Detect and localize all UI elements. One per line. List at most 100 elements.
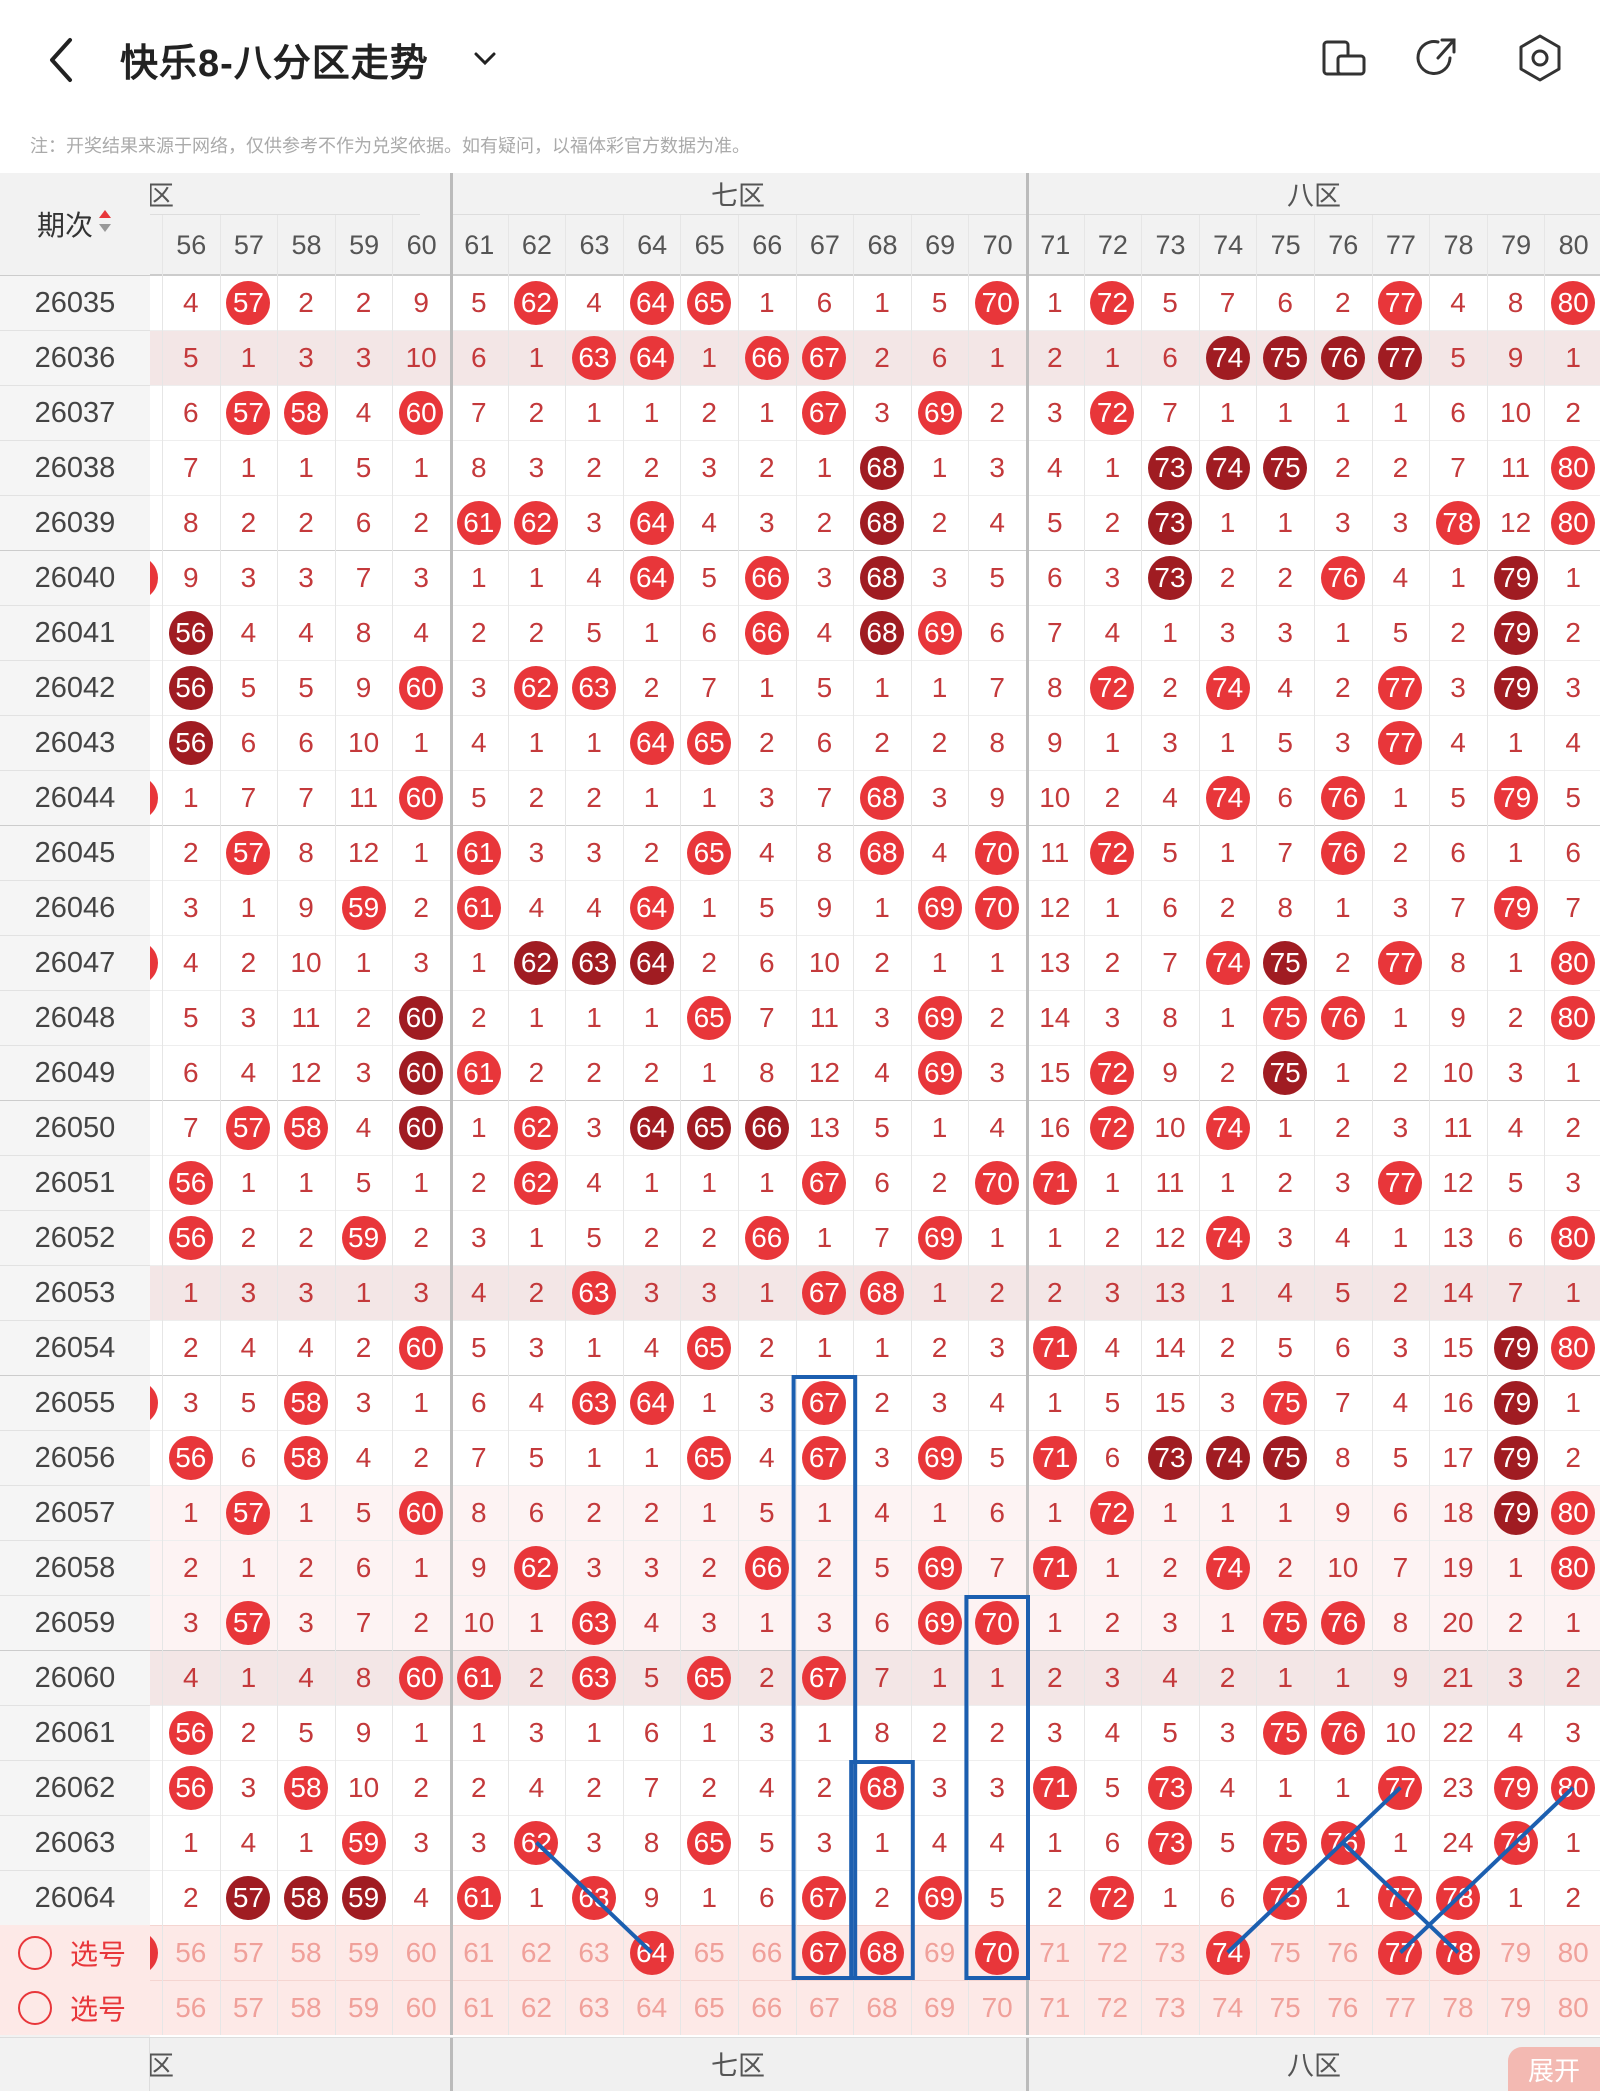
selectable-number[interactable]: 59 [348, 1936, 380, 1968]
omission-value: 4 [413, 616, 429, 648]
selectable-number[interactable]: 74 [1212, 1991, 1244, 2023]
omission-value: 8 [471, 1496, 487, 1528]
omission-value: 2 [183, 1881, 199, 1913]
period-header[interactable]: 期次 [0, 173, 150, 275]
omission-value: 7 [240, 781, 257, 813]
selectable-number[interactable]: 77 [1384, 1991, 1416, 2023]
omission-value: 3 [989, 1331, 1005, 1363]
selectable-number[interactable]: 57 [232, 1991, 264, 2023]
number-ball: 64 [629, 940, 674, 985]
number-ball: 63 [572, 1875, 616, 1920]
selectable-number[interactable]: 73 [1154, 1991, 1186, 2023]
selectable-number[interactable]: 78 [1442, 1991, 1474, 2023]
selectable-number[interactable]: 62 [520, 1991, 552, 2023]
selectable-number[interactable]: 58 [290, 1936, 322, 1968]
chevron-down-icon[interactable] [470, 44, 500, 74]
omission-value: 3 [240, 561, 257, 593]
selectable-number[interactable]: 72 [1096, 1936, 1128, 1968]
selectable-number[interactable]: 62 [520, 1936, 552, 1968]
omission-value: 8 [874, 1716, 890, 1748]
omission-value: 10 [463, 1606, 495, 1638]
omission-value: 7 [1162, 946, 1178, 978]
selected-number-ball[interactable]: 64 [629, 1930, 674, 1975]
omission-value: 6 [1507, 1221, 1524, 1253]
selectable-number[interactable]: 80 [1557, 1936, 1589, 1968]
selectable-number[interactable]: 66 [751, 1936, 783, 1968]
selectable-number[interactable]: 60 [405, 1991, 437, 2023]
selectable-number[interactable]: 67 [808, 1991, 840, 2023]
selectable-number[interactable]: 71 [1039, 1991, 1071, 2023]
selectable-number[interactable]: 79 [1500, 1936, 1532, 1968]
selectable-number[interactable]: 71 [1039, 1936, 1071, 1968]
radio-circle-icon[interactable] [18, 1990, 52, 2025]
omission-value: 2 [1277, 1166, 1293, 1198]
selectable-number[interactable]: 76 [1327, 1936, 1359, 1968]
share-icon[interactable] [1410, 30, 1466, 86]
selectable-number[interactable]: 68 [866, 1991, 898, 2023]
selectable-number[interactable]: 73 [1154, 1936, 1186, 1968]
omission-value: 1 [1450, 561, 1466, 593]
selectable-number[interactable]: 59 [348, 1991, 380, 2023]
selectable-number[interactable]: 70 [981, 1991, 1013, 2023]
selected-number-ball[interactable]: 68 [860, 1930, 904, 1975]
omission-value: 2 [528, 1056, 545, 1088]
selectable-number[interactable]: 63 [578, 1936, 610, 1968]
expand-button[interactable]: 展开 [1508, 2047, 1600, 2091]
omission-value: 1 [1277, 396, 1293, 428]
omission-value: 2 [1219, 891, 1236, 923]
selected-number-ball[interactable]: 67 [802, 1930, 847, 1975]
omission-value: 2 [1162, 1551, 1178, 1583]
selected-number-ball[interactable]: 74 [1205, 1930, 1250, 1975]
rotate-screen-icon[interactable] [1316, 30, 1372, 86]
omission-value: 4 [989, 506, 1005, 538]
selectable-number[interactable]: 80 [1557, 1991, 1589, 2023]
number-ball: 80 [1551, 940, 1596, 985]
selectable-number[interactable]: 79 [1500, 1991, 1532, 2023]
selectable-number[interactable]: 58 [290, 1991, 322, 2023]
selectable-number[interactable]: 72 [1096, 1991, 1128, 2023]
selectable-number[interactable]: 65 [693, 1936, 725, 1968]
omission-value: 3 [989, 451, 1005, 483]
selectable-number[interactable]: 56 [175, 1936, 207, 1968]
omission-value: 1 [1104, 726, 1121, 758]
selectable-number[interactable]: 64 [636, 1991, 668, 2023]
selectable-number[interactable]: 60 [405, 1936, 437, 1968]
omission-value: 5 [1277, 726, 1293, 758]
omission-value: 2 [355, 1001, 372, 1033]
number-ball: 65 [687, 1820, 732, 1865]
number-ball: 64 [629, 280, 674, 325]
selectable-number[interactable]: 69 [924, 1991, 956, 2023]
settings-icon[interactable] [1512, 30, 1568, 86]
column-header: 79 [1486, 215, 1545, 275]
selectable-number[interactable]: 69 [924, 1936, 956, 1968]
period-cell: 26038 [0, 440, 150, 495]
select-row-label[interactable]: 选号 [0, 1925, 150, 1980]
selectable-number[interactable]: 63 [578, 1991, 610, 2023]
omission-value: 6 [1450, 836, 1466, 868]
selectable-number[interactable]: 56 [175, 1991, 207, 2023]
selectable-number[interactable]: 61 [463, 1991, 495, 2023]
selectable-number[interactable]: 75 [1269, 1936, 1301, 1968]
chevron-left-icon[interactable] [40, 30, 84, 90]
column-divider [277, 215, 279, 2035]
select-row-label[interactable]: 选号 [0, 1980, 150, 2035]
selectable-number[interactable]: 76 [1327, 1991, 1359, 2023]
selected-number-ball[interactable]: 70 [975, 1930, 1020, 1975]
column-divider [334, 215, 336, 2035]
selectable-number[interactable]: 65 [693, 1991, 725, 2023]
period-cell: 26055 [0, 1375, 150, 1430]
selectable-number[interactable]: 61 [463, 1936, 495, 1968]
number-ball: 59 [341, 1215, 386, 1260]
omission-value: 3 [701, 451, 717, 483]
selectable-number[interactable]: 57 [232, 1936, 264, 1968]
omission-value: 10 [808, 946, 840, 978]
number-ball: 73 [1148, 555, 1192, 600]
selectable-number[interactable]: 66 [751, 1991, 783, 2023]
omission-value: 8 [355, 1661, 372, 1693]
selected-number-ball[interactable]: 78 [1436, 1930, 1480, 1975]
selectable-number[interactable]: 75 [1269, 1991, 1301, 2023]
radio-circle-icon[interactable] [18, 1935, 52, 1970]
omission-value: 4 [1392, 561, 1409, 593]
omission-value: 6 [528, 1496, 545, 1528]
selected-number-ball[interactable]: 77 [1378, 1930, 1423, 1975]
